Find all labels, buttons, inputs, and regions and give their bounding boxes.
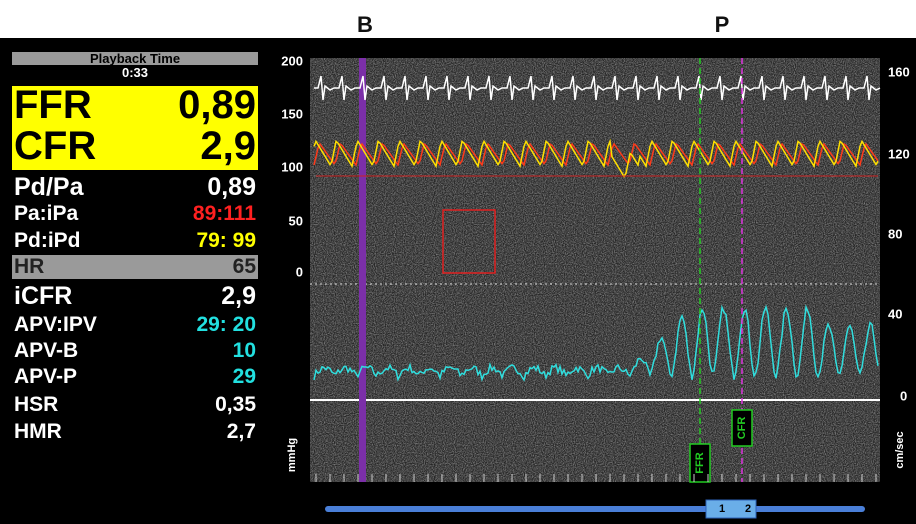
left-tick: 100 (281, 159, 303, 174)
timeline-label: 2 (745, 503, 751, 515)
readout-row: APV-B 10 (12, 339, 258, 363)
left-unit: mmHg (286, 438, 298, 472)
readout-value: 2,7 (226, 420, 256, 443)
baseline-marker (359, 58, 366, 482)
readout-label: HR (14, 255, 45, 278)
aortic-pressure-trace (313, 142, 879, 167)
ffr-tag-label: FFR (694, 452, 706, 473)
readout-value: 89:111 (192, 202, 256, 225)
playback-time: 0:33 (121, 65, 149, 80)
highlight-value: 2,9 (200, 124, 256, 168)
readout-label: Pd:iPd (14, 229, 81, 252)
right-tick: 160 (888, 64, 910, 79)
readout-row: iCFR 2,9 (12, 282, 258, 310)
readout-value: 65 (232, 255, 256, 278)
readout-label: HSR (14, 393, 59, 416)
right-tick: 0 (900, 388, 907, 403)
right-tick: 80 (888, 226, 902, 241)
highlight-row: CFR 2,9 (12, 125, 258, 167)
timeline-bar (325, 506, 865, 512)
highlight-box (12, 86, 258, 170)
marker-label: P (714, 12, 730, 37)
readout-label: Pd/Pa (14, 173, 84, 201)
readout-value: 29 (232, 365, 256, 388)
readout-label: iCFR (14, 282, 73, 310)
highlight-label: FFR (14, 83, 92, 127)
speckle (310, 58, 880, 482)
timeline-label: 1 (719, 503, 725, 515)
readout-label: APV-B (14, 339, 79, 362)
readout-label: Pa:iPa (14, 202, 79, 225)
readout-label: APV:IPV (14, 313, 97, 336)
right-unit: cm/sec (894, 431, 906, 468)
readout-row: Pa:iPa 89:111 (12, 202, 258, 226)
timeline-window (705, 499, 757, 519)
readout-label: APV-P (14, 365, 78, 388)
readout-row: HR 65 (12, 255, 258, 279)
readout-label: HMR (14, 420, 62, 443)
left-tick: 0 (296, 264, 303, 279)
readout-row: HMR 2,7 (12, 420, 258, 444)
left-tick: 50 (289, 213, 303, 228)
readout-value: 2,9 (221, 282, 256, 310)
readout-row: Pd/Pa 0,89 (12, 173, 258, 201)
readout-value: 10 (232, 339, 256, 362)
highlight-row: FFR 0,89 (12, 84, 258, 126)
marker-label: B (357, 12, 373, 37)
right-tick: 40 (888, 306, 902, 321)
right-tick: 120 (888, 146, 910, 161)
cfr-tag-label: CFR (736, 417, 748, 440)
distal-pressure-trace (313, 138, 879, 178)
highlight-value: 0,89 (178, 83, 256, 127)
highlight-label: CFR (14, 124, 97, 168)
playback-label: Playback Time (12, 52, 258, 66)
readout-value: 29: 20 (196, 313, 256, 336)
readout-value: 79: 99 (196, 229, 256, 252)
ecg-trace (314, 75, 881, 101)
velocity-trace (313, 304, 879, 382)
readout-value: 0,89 (207, 173, 256, 201)
header: B P (0, 0, 916, 38)
readout-row: HSR 0,35 (12, 393, 258, 417)
readout-value: 0,35 (215, 393, 256, 416)
left-tick: 200 (281, 53, 303, 68)
readout-row: Pd:iPd 79: 99 (12, 229, 258, 253)
readout-row: APV:IPV 29: 20 (12, 313, 258, 337)
readout-row: APV-P 29 (12, 365, 258, 389)
ffr-tag (689, 443, 711, 483)
left-tick: 150 (281, 106, 303, 121)
cfr-tag (731, 409, 753, 447)
pressure-artifact (442, 209, 496, 274)
